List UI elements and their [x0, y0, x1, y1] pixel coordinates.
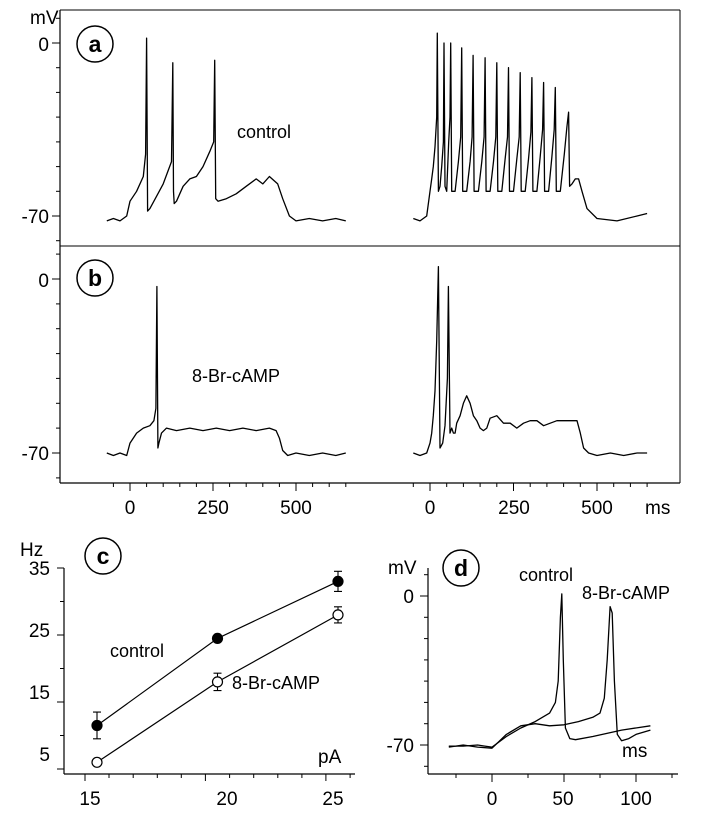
x-tick-label-c-25: 25	[322, 789, 343, 810]
x-unit-label-c: pA	[318, 747, 342, 768]
panel-badge-d	[442, 549, 480, 587]
annotation-8-br-camp-b: 8-Br-cAMP	[192, 366, 280, 386]
y-unit-label-c: Hz	[20, 540, 43, 561]
trace-a-sweep-2	[413, 32, 648, 222]
y-unit-label-d: mV	[388, 558, 417, 579]
panel-badge-c	[84, 537, 122, 575]
x-tick-label-c-20: 20	[216, 789, 237, 810]
trace-d-control	[448, 593, 651, 748]
x-tick-label-d-50: 50	[552, 789, 573, 810]
panel-label-d: d	[454, 555, 468, 581]
x-tick-label-d-0: 0	[487, 789, 498, 810]
panel-d: mV 0 -70 0 50 100 ms d control 8-Br-cAMP	[387, 549, 678, 810]
series-panel-c	[91, 570, 344, 768]
y-tick-label-a-0: 0	[38, 35, 49, 56]
panel-badge-b	[76, 259, 114, 297]
x-unit-label-ab: ms	[645, 498, 670, 519]
y-tick-label-c-5: 5	[39, 745, 50, 766]
annotation-8-br-camp-d: 8-Br-cAMP	[582, 583, 670, 603]
trace-b-sweep-1	[106, 285, 346, 457]
y-tick-label-c-25: 25	[29, 621, 50, 642]
y-ticks-ab	[52, 17, 60, 479]
x-tick-label-left-500: 500	[280, 498, 312, 519]
x-tick-label-right-500: 500	[581, 498, 613, 519]
series-panel-d	[448, 593, 651, 749]
ticks-c	[57, 567, 351, 781]
x-tick-label-left-250: 250	[197, 498, 229, 519]
data-point-8-br-camp-0	[91, 756, 103, 768]
trace-d-8-br-camp	[448, 605, 651, 749]
trace-b-sweep-2	[413, 265, 648, 457]
x-ticks-ab	[112, 483, 648, 491]
y-tick-label-c-15: 15	[29, 683, 50, 704]
traces-panel-b	[106, 265, 648, 457]
y-tick-label-d-70: -70	[387, 736, 414, 757]
x-unit-label-d: ms	[622, 741, 647, 762]
y-tick-label-a-70: -70	[22, 207, 49, 228]
data-point-control-2	[332, 575, 344, 588]
annotation-control-a: control	[237, 122, 291, 142]
ticks-d	[420, 574, 673, 782]
x-tick-label-c-15: 15	[79, 789, 100, 810]
annotation-8-br-camp-c: 8-Br-cAMP	[232, 673, 320, 693]
data-point-control-1	[211, 632, 224, 645]
panel-ab: mV 0 -70 0 -70 0 250 500 0 250 500 ms a …	[22, 8, 681, 519]
annotation-control-d: control	[519, 565, 573, 585]
panel-c: Hz 35 25 15 5 15 20 25 pA c control 8-Br…	[20, 537, 355, 810]
x-tick-label-right-250: 250	[498, 498, 530, 519]
y-tick-label-c-35: 35	[29, 559, 50, 580]
y-tick-label-d-0: 0	[403, 587, 414, 608]
x-tick-label-left-0: 0	[125, 498, 136, 519]
panel-label-b: b	[88, 265, 102, 291]
panel-badge-a	[76, 25, 114, 63]
x-tick-label-d-100: 100	[620, 789, 652, 810]
x-tick-label-right-0: 0	[425, 498, 436, 519]
y-tick-label-b-70: -70	[22, 444, 49, 465]
trace-a-sweep-1	[106, 37, 346, 222]
panel-label-c: c	[97, 543, 110, 569]
data-point-control-0	[91, 719, 103, 732]
y-tick-label-b-0: 0	[38, 271, 49, 292]
panel-label-a: a	[89, 31, 102, 57]
traces-panel-a	[106, 32, 648, 222]
annotation-control-c: control	[110, 641, 164, 661]
y-unit-label-ab: mV	[30, 8, 59, 29]
data-point-8-br-camp-2	[332, 609, 344, 621]
data-point-8-br-camp-1	[211, 676, 224, 688]
